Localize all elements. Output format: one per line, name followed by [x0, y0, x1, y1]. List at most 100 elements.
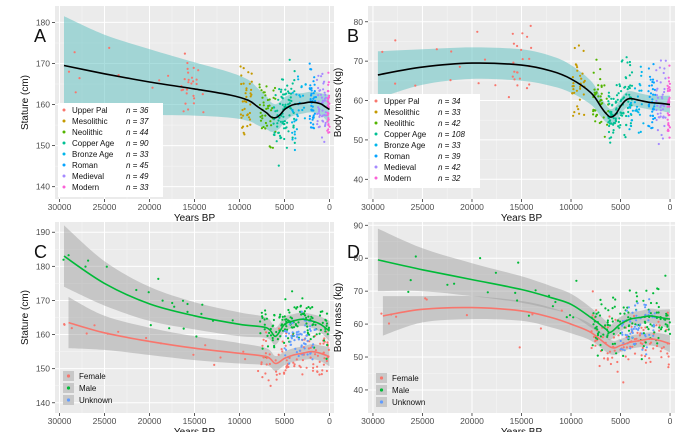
y-axis-title: Body mass (kg) [333, 283, 344, 352]
data-point [318, 108, 321, 111]
data-point [275, 378, 278, 381]
legend-label: Mesolithic [384, 108, 420, 117]
data-point [265, 363, 268, 366]
data-point [186, 61, 189, 65]
data-point [657, 288, 660, 291]
y-tick-label: 180 [36, 261, 50, 271]
data-point [616, 319, 620, 322]
data-point [327, 128, 330, 131]
data-point [667, 80, 671, 83]
data-point [327, 81, 330, 84]
data-point [325, 319, 328, 322]
data-point [619, 348, 623, 351]
data-point [635, 300, 638, 303]
data-point [269, 334, 273, 337]
data-point [656, 112, 659, 115]
data-point [326, 341, 329, 344]
data-point [274, 97, 277, 100]
data-point [305, 366, 308, 369]
data-point [639, 84, 642, 87]
data-point [629, 122, 633, 125]
data-point [611, 317, 614, 320]
data-point [243, 107, 246, 110]
data-point [264, 309, 267, 312]
data-point [248, 118, 252, 121]
data-point [289, 316, 292, 319]
data-point [300, 345, 303, 348]
plot-area [377, 228, 672, 384]
data-point [309, 346, 312, 349]
data-point [277, 353, 280, 356]
data-point [576, 69, 579, 72]
data-point [320, 136, 324, 139]
legend-label: Bronze Age [72, 150, 114, 159]
data-point [273, 344, 276, 348]
data-point [627, 110, 630, 114]
data-point [658, 326, 661, 329]
data-point [628, 93, 631, 96]
data-point [632, 343, 636, 346]
data-point [648, 125, 651, 128]
data-point [668, 136, 671, 139]
data-point [303, 347, 306, 350]
data-point [271, 336, 274, 340]
legend: Upper Pal n = 34 Mesolithic n = 33 Neolithic… [370, 94, 480, 188]
data-point [277, 131, 280, 134]
data-point [292, 326, 296, 329]
y-tick-label: 40 [354, 174, 364, 184]
data-point [530, 46, 533, 50]
data-point [600, 120, 603, 123]
data-point [630, 325, 633, 328]
plot-area [62, 225, 330, 387]
data-point [158, 79, 161, 82]
data-point [270, 124, 273, 127]
legend-count: n = 34 [438, 97, 461, 106]
data-point [192, 66, 195, 69]
y-tick-label: 180 [36, 17, 50, 27]
data-point [649, 360, 652, 363]
data-point [157, 277, 160, 280]
data-point [327, 83, 330, 86]
data-point [313, 76, 316, 79]
data-point [655, 79, 659, 82]
data-point [296, 113, 299, 116]
data-point [627, 316, 630, 319]
data-point [573, 91, 576, 94]
data-point [632, 314, 636, 318]
legend-key [374, 99, 378, 103]
data-point [259, 119, 263, 122]
y-tick-label: 160 [36, 330, 50, 340]
data-point [244, 92, 247, 95]
data-point [278, 116, 281, 119]
data-point [649, 323, 652, 326]
data-point [326, 120, 329, 123]
data-point [274, 359, 277, 362]
data-point [649, 341, 653, 344]
data-point [651, 114, 654, 117]
data-point [630, 328, 633, 331]
data-point [595, 58, 598, 61]
data-point [300, 85, 303, 88]
legend-label: Roman [384, 152, 410, 161]
data-point [409, 279, 412, 282]
data-point [312, 363, 315, 366]
data-point [595, 309, 598, 312]
x-tick-label: 5000 [275, 202, 294, 212]
y-tick-label: 140 [36, 182, 50, 192]
data-point [327, 71, 330, 74]
data-point [626, 334, 629, 337]
data-point [313, 328, 316, 331]
data-point [303, 310, 306, 313]
data-point [516, 71, 519, 74]
data-point [599, 98, 602, 102]
data-point [642, 332, 646, 335]
data-point [579, 85, 582, 88]
data-point [659, 81, 662, 84]
data-point [663, 87, 666, 91]
data-point [626, 337, 630, 340]
panel-c: 30000 25000 20000 15000 10000 5000 0 140 150 160 1… [20, 222, 334, 432]
data-point [579, 87, 582, 90]
data-point [659, 112, 662, 115]
fit-line-female [68, 321, 330, 365]
data-point [311, 109, 314, 112]
